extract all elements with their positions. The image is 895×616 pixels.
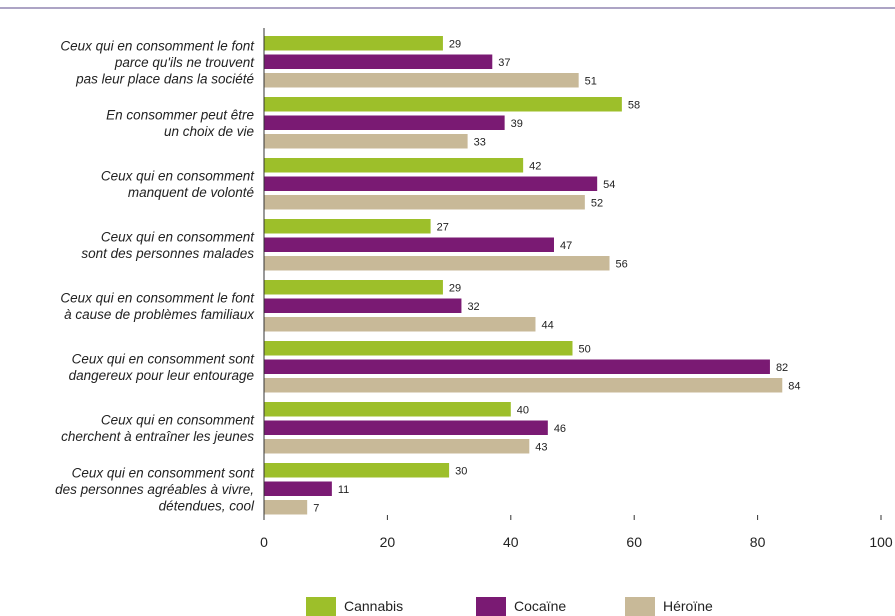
bar-cannabis-8 <box>264 463 450 478</box>
bar-cocaïne-1 <box>264 54 493 69</box>
value-label: 29 <box>449 282 461 294</box>
bar-cocaïne-5 <box>264 298 462 313</box>
value-label: 82 <box>776 362 788 374</box>
legend-label: Cannabis <box>344 598 403 614</box>
legend: Cannabis Cocaïne Héroïne <box>306 597 713 616</box>
value-label: 33 <box>474 136 486 148</box>
bar-héroïne-1 <box>264 73 579 88</box>
category-label: En consommer peut être un choix de vie <box>106 108 254 140</box>
value-label: 46 <box>554 423 566 435</box>
x-tick-label: 40 <box>503 534 519 550</box>
category-label: Ceux qui en consomment sont des personnes… <box>55 465 255 513</box>
value-label: 58 <box>628 99 640 111</box>
legend-swatch-cocaïne <box>476 597 506 616</box>
bar-héroïne-3 <box>264 195 585 210</box>
value-label: 29 <box>449 38 461 50</box>
bar-cannabis-6 <box>264 341 573 356</box>
bar-héroïne-8 <box>264 500 308 515</box>
value-label: 54 <box>603 179 615 191</box>
value-label: 37 <box>498 57 510 69</box>
x-tick-label: 60 <box>626 534 642 550</box>
value-label: 11 <box>338 484 349 496</box>
bar-cannabis-3 <box>264 158 524 173</box>
bar-héroïne-5 <box>264 317 536 332</box>
bar-cocaïne-7 <box>264 420 548 435</box>
bar-cannabis-4 <box>264 219 431 234</box>
value-label: 52 <box>591 197 603 209</box>
value-label: 44 <box>541 319 553 331</box>
bar-cocaïne-8 <box>264 481 332 496</box>
legend-swatch-héroïne <box>625 597 655 616</box>
bar-héroïne-2 <box>264 134 468 149</box>
category-label: Ceux qui en consomment le font parce qu'i… <box>60 38 255 86</box>
value-label: 50 <box>579 343 591 355</box>
x-tick-label: 20 <box>380 534 396 550</box>
bar-cocaïne-4 <box>264 237 554 252</box>
value-label: 42 <box>529 160 541 172</box>
value-label: 32 <box>467 301 479 313</box>
category-label: Ceux qui en consomment manquent de volont… <box>101 169 255 201</box>
value-label: 39 <box>511 118 523 130</box>
bar-cannabis-1 <box>264 36 443 51</box>
legend-swatch-cannabis <box>306 597 336 616</box>
bar-cannabis-2 <box>264 97 622 112</box>
category-label: Ceux qui en consomment cherchent à entraî… <box>61 413 255 445</box>
value-label: 30 <box>455 465 467 477</box>
bar-cocaïne-6 <box>264 359 770 374</box>
value-label: 27 <box>437 221 449 233</box>
bar-héroïne-7 <box>264 439 530 454</box>
x-tick-label: 100 <box>869 534 893 550</box>
category-labels: Ceux qui en consomment le font parce qu'i… <box>55 38 255 513</box>
category-label: Ceux qui en consomment le font à cause de… <box>60 291 255 323</box>
value-label: 40 <box>517 404 529 416</box>
legend-label: Héroïne <box>663 598 713 614</box>
category-label: Ceux qui en consomment sont des personnes… <box>81 230 255 262</box>
x-tick-label: 80 <box>750 534 766 550</box>
legend-label: Cocaïne <box>514 598 566 614</box>
bar-héroïne-6 <box>264 378 783 393</box>
value-label: 7 <box>313 502 319 514</box>
value-label: 51 <box>585 75 597 87</box>
category-label: Ceux qui en consomment sont dangereux pou… <box>69 352 256 384</box>
value-label: 43 <box>535 441 547 453</box>
bar-cocaïne-3 <box>264 176 598 191</box>
bar-cannabis-5 <box>264 280 443 295</box>
bar-cannabis-7 <box>264 402 511 417</box>
x-tick-label: 0 <box>260 534 268 550</box>
value-label: 47 <box>560 240 572 252</box>
x-axis: 0 20 40 60 80 100 <box>260 28 893 550</box>
bar-héroïne-4 <box>264 256 610 271</box>
value-label: 84 <box>788 380 800 392</box>
bar-cocaïne-2 <box>264 115 505 130</box>
value-label: 56 <box>616 258 628 270</box>
